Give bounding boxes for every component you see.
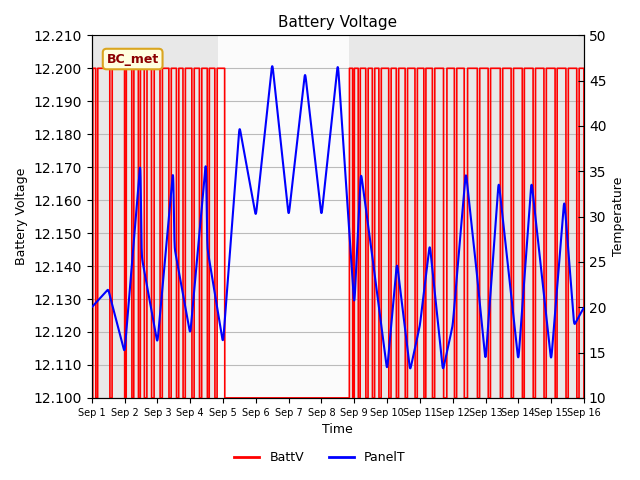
X-axis label: Time: Time — [323, 423, 353, 436]
Text: BC_met: BC_met — [106, 52, 159, 66]
Bar — [218, 36, 349, 398]
Y-axis label: Temperature: Temperature — [612, 177, 625, 256]
Legend: BattV, PanelT: BattV, PanelT — [229, 446, 411, 469]
Y-axis label: Battery Voltage: Battery Voltage — [15, 168, 28, 265]
Title: Battery Voltage: Battery Voltage — [278, 15, 397, 30]
